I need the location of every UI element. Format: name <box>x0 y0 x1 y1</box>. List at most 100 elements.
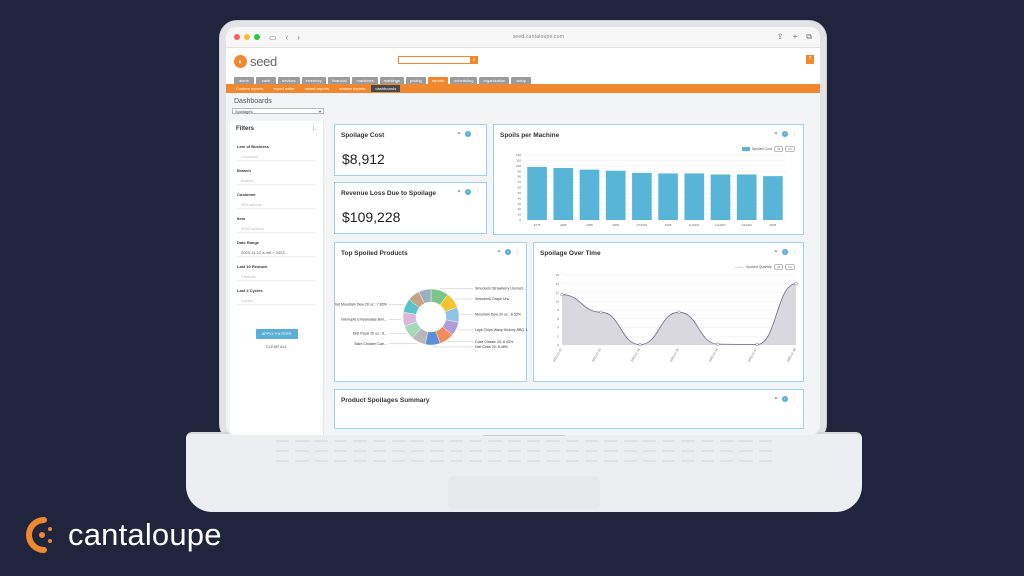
key <box>372 450 386 452</box>
legend-all-button[interactable]: All <box>773 264 784 270</box>
search-input[interactable] <box>398 56 476 64</box>
key <box>758 440 772 442</box>
new-tab-icon[interactable]: + <box>792 32 798 41</box>
dashboard-select[interactable]: Spoilages ▾ <box>232 108 324 114</box>
maximize-window-icon[interactable] <box>254 34 260 40</box>
bar[interactable] <box>527 166 547 220</box>
key <box>642 440 657 442</box>
bar[interactable] <box>736 174 757 221</box>
filter-label: Line of Business <box>237 144 270 149</box>
apply-filters-button[interactable]: APPLY FILTERS <box>255 329 298 339</box>
card-title: Spoils per Machine <box>500 132 560 139</box>
info-icon[interactable]: i <box>782 396 788 402</box>
minimize-window-icon[interactable] <box>244 34 250 40</box>
sub-nav-item[interactable]: report writer <box>273 86 295 91</box>
tabs-overview-icon[interactable]: ⧉ <box>806 32 812 41</box>
filter-input[interactable]: 900 options <box>237 200 316 209</box>
filter-input[interactable]: Locations <box>237 152 316 161</box>
info-icon[interactable]: i <box>782 249 788 255</box>
more-options-icon[interactable]: ⋮ <box>515 249 520 255</box>
key <box>295 450 309 452</box>
bar[interactable] <box>632 172 652 220</box>
bar[interactable] <box>763 176 783 220</box>
area-fill <box>562 283 796 345</box>
nav-tab-scheduling[interactable]: scheduling <box>450 77 478 84</box>
sub-nav-item[interactable]: dashboards <box>371 85 401 92</box>
close-window-icon[interactable] <box>234 34 240 40</box>
donut-slice[interactable] <box>418 288 432 304</box>
nav-tab-alerts[interactable]: alerts <box>234 77 254 84</box>
clear-all-button[interactable]: CLEAR ALL <box>265 344 288 349</box>
nav-tab-machines[interactable]: machines <box>352 77 378 84</box>
nav-tab-cash[interactable]: cash <box>256 77 276 84</box>
forward-arrow-icon[interactable]: › <box>297 32 300 42</box>
search-icon[interactable]: ⌕ <box>470 56 478 64</box>
data-point[interactable] <box>638 343 642 347</box>
filter-icon[interactable]: ⏷ <box>773 396 778 402</box>
nav-tab-pricing[interactable]: pricing <box>405 77 426 84</box>
data-point[interactable] <box>755 343 759 347</box>
data-point[interactable] <box>599 310 603 314</box>
info-icon[interactable]: i <box>782 131 788 137</box>
nav-tab-markings[interactable]: markings <box>379 77 404 84</box>
bar[interactable] <box>579 169 600 220</box>
seed-logo[interactable]: ◐ seed <box>234 54 277 69</box>
nav-tab-financial[interactable]: financial <box>327 77 351 84</box>
info-icon[interactable]: i <box>465 131 471 137</box>
sub-nav-item[interactable]: custom reports <box>338 86 366 91</box>
collapse-panel-icon[interactable]: |← <box>312 126 319 132</box>
filter-input[interactable]: Restock <box>237 272 316 281</box>
bar[interactable] <box>553 168 574 220</box>
filter-input[interactable]: Branch <box>237 176 316 185</box>
y-tick-label: 0 <box>557 343 559 347</box>
bar[interactable] <box>710 174 731 221</box>
bar[interactable] <box>658 173 678 220</box>
share-icon[interactable]: ⇪ <box>776 32 784 41</box>
filter-label: Branch <box>237 168 251 173</box>
nav-tab-setup[interactable]: setup <box>511 77 532 84</box>
dashboard-content: Filters |← Line of Business Locations Bran… <box>226 121 820 435</box>
more-options-icon[interactable]: ⋮ <box>792 131 797 137</box>
more-options-icon[interactable]: ⋮ <box>792 396 797 402</box>
filter-input[interactable]: Cycles <box>237 296 316 305</box>
x-tick-label: 4285 <box>560 223 567 227</box>
more-options-icon[interactable]: ⋮ <box>475 131 480 137</box>
help-button[interactable]: ? <box>806 55 814 64</box>
filter-icon[interactable]: ⏷ <box>496 249 501 255</box>
nav-tab-organization[interactable]: organization <box>479 77 510 84</box>
nav-tab-devices[interactable]: devices <box>278 77 300 84</box>
product-spoilages-summary-card: Product Spoilages Summary ⏷ i ⋮ <box>334 389 804 429</box>
x-tick-label: H14301 <box>715 223 726 227</box>
address-bar[interactable]: seed.cantaloupe.com <box>512 34 565 40</box>
y-tick-label: 110 <box>516 158 521 162</box>
sidebar-toggle-icon[interactable]: ▭ <box>269 32 277 42</box>
key <box>604 440 618 442</box>
nav-tab-reports[interactable]: reports <box>427 77 449 84</box>
back-arrow-icon[interactable]: ‹ <box>285 32 289 42</box>
filter-input[interactable]: 2023-11-12 a.m0 > 2023... <box>237 248 316 257</box>
more-options-icon[interactable]: ⋮ <box>475 189 480 195</box>
key <box>314 460 328 462</box>
filter-icon[interactable]: ⏷ <box>456 131 461 137</box>
info-icon[interactable]: i <box>505 249 511 255</box>
data-point[interactable] <box>716 342 720 346</box>
bar[interactable] <box>605 170 626 220</box>
more-options-icon[interactable]: ⋮ <box>792 249 797 255</box>
data-point[interactable] <box>677 310 681 314</box>
sub-nav-item[interactable]: saved reports <box>304 86 329 91</box>
key <box>700 460 715 462</box>
filter-icon[interactable]: ⏷ <box>456 189 461 195</box>
legend-clear-button[interactable]: Clr <box>785 264 795 270</box>
filter-input[interactable]: 9000 options <box>237 224 316 233</box>
legend-clear-button[interactable]: Clr <box>785 146 795 152</box>
sub-nav-item[interactable]: Custom reports <box>236 86 264 91</box>
bar[interactable] <box>684 173 705 220</box>
key <box>604 460 618 462</box>
filter-icon[interactable]: ⏷ <box>773 131 778 137</box>
data-point[interactable] <box>560 293 564 297</box>
nav-tab-inventory[interactable]: inventory <box>301 77 326 84</box>
legend-all-button[interactable]: All <box>773 146 784 152</box>
info-icon[interactable]: i <box>465 189 471 195</box>
data-point[interactable] <box>794 282 798 286</box>
filter-icon[interactable]: ⏷ <box>773 249 778 255</box>
